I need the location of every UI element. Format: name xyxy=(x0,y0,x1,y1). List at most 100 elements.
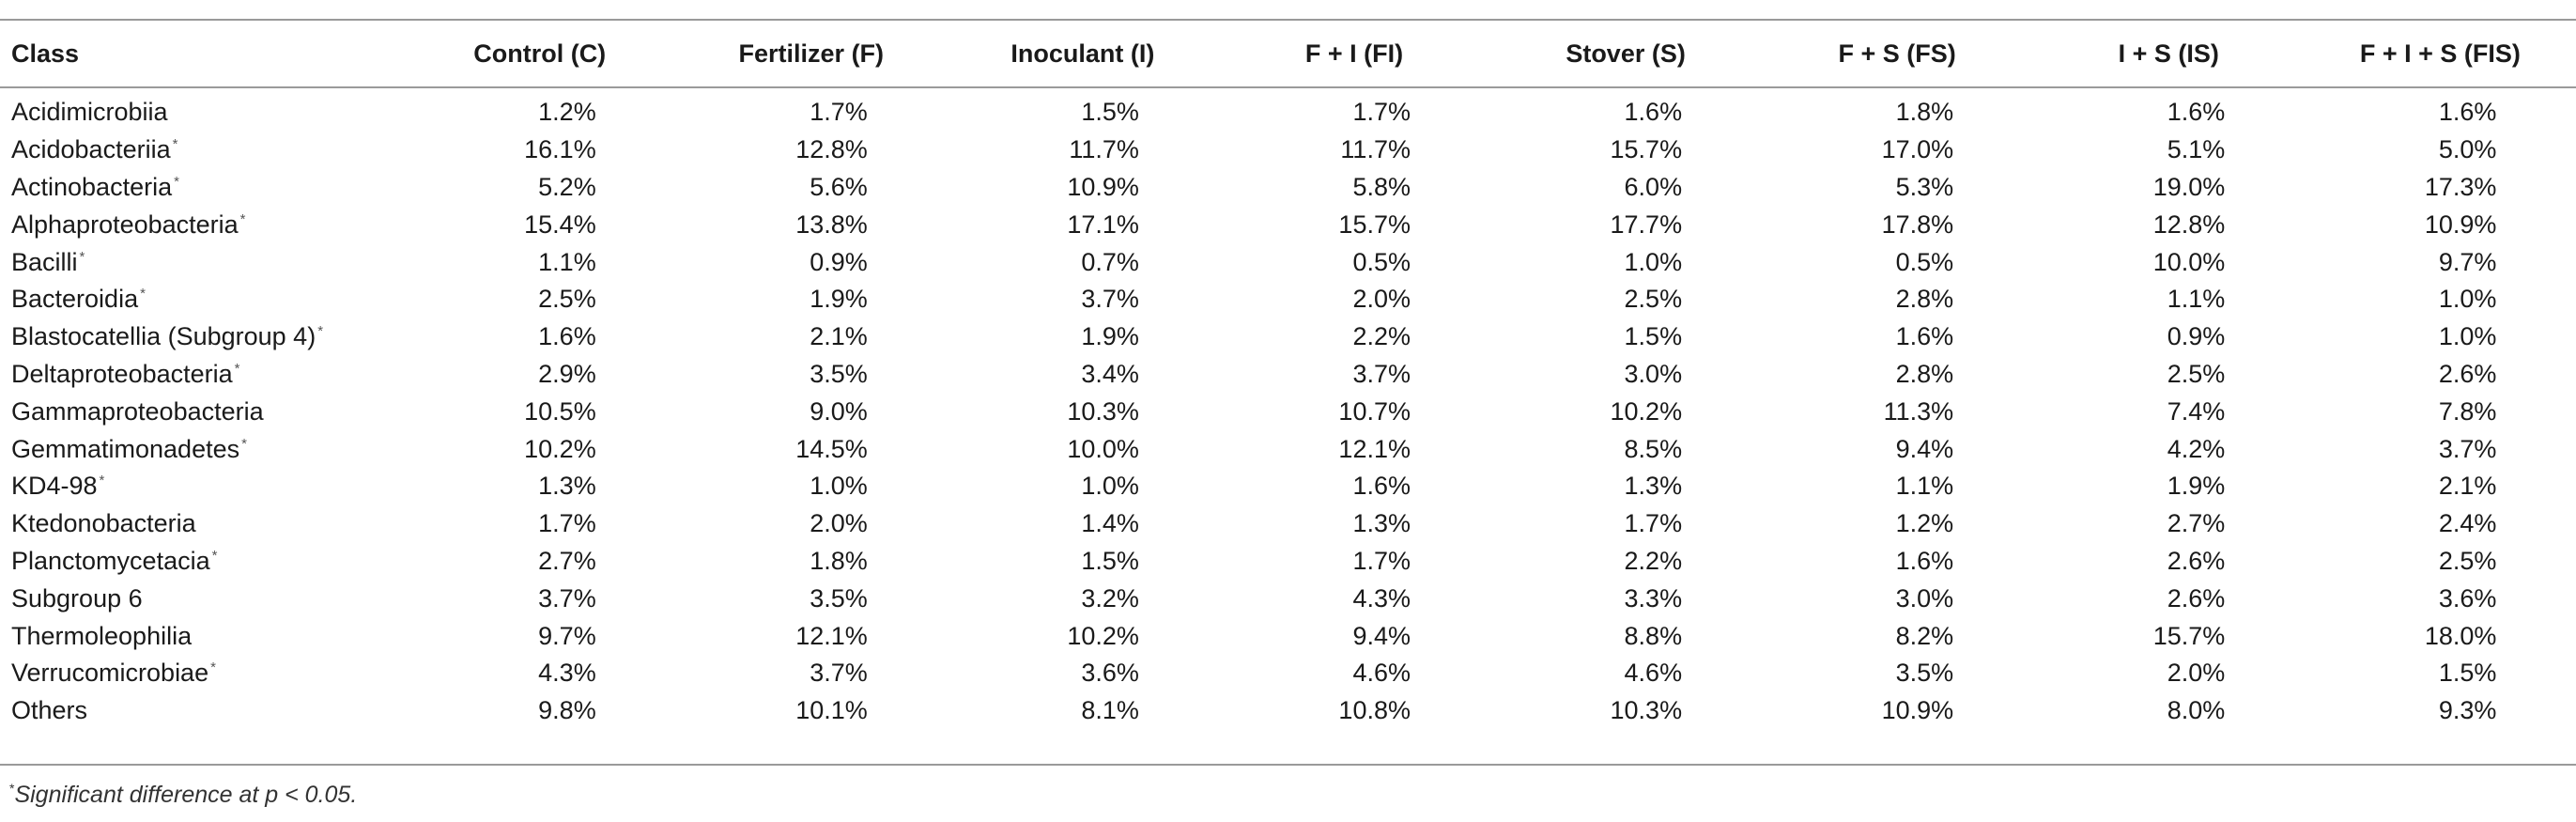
value-cell: 2.1% xyxy=(675,318,947,356)
value-text: 1.7% xyxy=(810,98,868,127)
value-cell: 11.7% xyxy=(1218,132,1489,169)
value-cell: 11.3% xyxy=(1762,393,2033,430)
value-cell: 1.9% xyxy=(2033,468,2305,505)
value-text: 1.6% xyxy=(2167,98,2226,127)
value-text: 10.1% xyxy=(795,696,868,725)
value-text: 1.6% xyxy=(1895,546,1954,575)
value-cell: 3.0% xyxy=(1762,580,2033,617)
value-text: 1.6% xyxy=(2438,98,2497,127)
value-cell: 18.0% xyxy=(2305,617,2576,655)
value-text: 1.3% xyxy=(1624,472,1683,501)
table-row: Ktedonobacteria 1.7% 2.0% 1.4% 1.3% 1.7% 1.2% 2… xyxy=(0,505,2576,543)
value-cell: 3.2% xyxy=(947,580,1218,617)
value-text: 1.3% xyxy=(1352,509,1411,538)
value-cell: 10.3% xyxy=(1490,692,1762,730)
table-row: Actinobacteria * 5.2% 5.6% 10.9% 5.8% 6.0% 5.3%… xyxy=(0,169,2576,207)
value-cell: 0.5% xyxy=(1218,243,1489,281)
value-text: 2.5% xyxy=(1624,285,1683,314)
value-text: 3.0% xyxy=(1895,583,1954,613)
value-text: 1.7% xyxy=(538,509,596,538)
value-cell: 15.4% xyxy=(404,206,675,243)
value-text: 2.5% xyxy=(2438,546,2497,575)
class-cell: Ktedonobacteria xyxy=(0,505,404,543)
value-cell: 5.3% xyxy=(1762,169,2033,207)
value-text: 1.2% xyxy=(1895,509,1954,538)
class-name: Thermoleophilia xyxy=(11,621,193,650)
value-cell: 10.1% xyxy=(675,692,947,730)
class-cell: Verrucomicrobiae * xyxy=(0,655,404,692)
value-text: 2.8% xyxy=(1895,359,1954,388)
value-cell: 1.4% xyxy=(947,505,1218,543)
value-cell: 10.0% xyxy=(2033,243,2305,281)
footnote-text: Significant difference at p < 0.05. xyxy=(14,782,358,808)
value-text: 2.1% xyxy=(810,322,868,351)
column-header: Stover (S) xyxy=(1566,39,1686,68)
value-cell: 10.7% xyxy=(1218,393,1489,430)
value-cell: 1.1% xyxy=(404,243,675,281)
table-header: Class Control (C) Fertilizer (F) Inoculant … xyxy=(0,21,2576,86)
class-name: Gammaproteobacteria xyxy=(11,396,264,426)
value-cell: 10.2% xyxy=(947,617,1218,655)
class-cell: Planctomycetacia * xyxy=(0,543,404,581)
value-text: 7.4% xyxy=(2167,396,2226,426)
value-cell: 3.6% xyxy=(947,655,1218,692)
table-header-rule xyxy=(0,86,2576,88)
value-text: 9.8% xyxy=(538,696,596,725)
value-cell: 1.6% xyxy=(1490,94,1762,132)
value-text: 8.2% xyxy=(1895,621,1954,650)
value-text: 17.7% xyxy=(1610,209,1683,239)
table-row: Deltaproteobacteria * 2.9% 3.5% 3.4% 3.7% 3.0%… xyxy=(0,356,2576,394)
value-cell: 16.1% xyxy=(404,132,675,169)
value-cell: 1.5% xyxy=(2305,655,2576,692)
value-text: 5.2% xyxy=(538,172,596,201)
significance-marker: * xyxy=(79,248,85,265)
value-cell: 17.3% xyxy=(2305,169,2576,207)
table-body: Acidimicrobiia 1.2% 1.7% 1.5% 1.7% 1.6% 1.8% 1.… xyxy=(0,86,2576,730)
column-header: Class xyxy=(11,39,80,68)
value-text: 17.3% xyxy=(2424,172,2497,201)
value-cell: 0.9% xyxy=(675,243,947,281)
class-cell: Acidobacteriia * xyxy=(0,132,404,169)
value-text: 3.4% xyxy=(1081,359,1139,388)
class-cell: KD4-98 * xyxy=(0,468,404,505)
value-text: 10.2% xyxy=(1610,396,1683,426)
class-name: Alphaproteobacteria xyxy=(11,209,239,239)
value-cell: 1.1% xyxy=(1762,468,2033,505)
value-text: 3.7% xyxy=(1352,359,1411,388)
value-text: 11.3% xyxy=(1883,396,1954,426)
value-text: 15.7% xyxy=(1338,209,1411,239)
value-cell: 3.3% xyxy=(1490,580,1762,617)
value-text: 4.3% xyxy=(538,659,596,688)
class-cell: Gemmatimonadetes * xyxy=(0,430,404,468)
value-text: 10.0% xyxy=(2152,247,2226,276)
value-text: 5.8% xyxy=(1352,172,1411,201)
value-text: 1.0% xyxy=(1081,472,1139,501)
value-cell: 2.2% xyxy=(1218,318,1489,356)
value-cell: 10.9% xyxy=(1762,692,2033,730)
value-cell: 3.7% xyxy=(1218,356,1489,394)
value-cell: 2.7% xyxy=(404,543,675,581)
value-text: 7.8% xyxy=(2438,396,2497,426)
value-text: 3.5% xyxy=(1895,659,1954,688)
table-row: Acidimicrobiia 1.2% 1.7% 1.5% 1.7% 1.6% 1.8% 1.… xyxy=(0,94,2576,132)
value-cell: 15.7% xyxy=(1490,132,1762,169)
table-row: Verrucomicrobiae * 4.3% 3.7% 3.6% 4.6% 4.6% 3.5… xyxy=(0,655,2576,692)
class-name: Gemmatimonadetes xyxy=(11,434,240,463)
table-row: Bacilli * 1.1% 0.9% 0.7% 0.5% 1.0% 0.5% 10.0% 9.7… xyxy=(0,243,2576,281)
value-cell: 0.9% xyxy=(2033,318,2305,356)
value-text: 1.7% xyxy=(1352,98,1411,127)
value-text: 8.0% xyxy=(2167,696,2226,725)
class-cell: Acidimicrobiia xyxy=(0,94,404,132)
table-row: Acidobacteriia * 16.1% 12.8% 11.7% 11.7% 15.7%… xyxy=(0,132,2576,169)
value-cell: 4.6% xyxy=(1218,655,1489,692)
column-header: Fertilizer (F) xyxy=(738,39,885,68)
value-cell: 2.0% xyxy=(675,505,947,543)
value-text: 3.6% xyxy=(1081,659,1139,688)
value-cell: 9.4% xyxy=(1218,617,1489,655)
value-text: 9.0% xyxy=(810,396,868,426)
value-cell: 1.0% xyxy=(947,468,1218,505)
value-cell: 2.5% xyxy=(404,281,675,318)
significance-marker: * xyxy=(317,323,324,340)
value-text: 1.5% xyxy=(1624,322,1683,351)
column-header: I + S (IS) xyxy=(2118,39,2219,68)
